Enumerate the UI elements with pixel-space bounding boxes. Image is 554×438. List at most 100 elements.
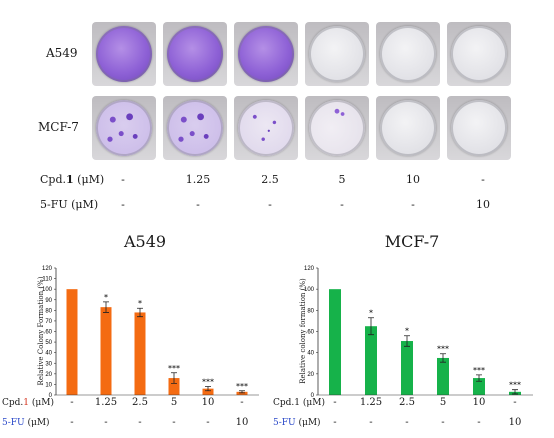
condition-value: - [121,198,125,211]
error-bar [404,335,410,347]
y-tick-label: 20 [307,372,314,378]
culture-well [92,22,156,86]
error-bar [137,307,143,318]
culture-dish [167,100,223,156]
x-row-value: - [405,417,409,428]
x-row-value: - [70,417,74,428]
culture-well [234,22,298,86]
y-tick-label: 100 [42,287,53,293]
culture-well [376,22,440,86]
x-row-value: - [477,417,481,428]
y-tick-label: 50 [45,340,52,346]
row-label-1: MCF-7 [38,120,79,134]
x-row-label: 5-FU (μM) [2,418,50,428]
condition-value: - [411,198,415,211]
y-tick-label: 20 [45,372,52,378]
condition-value: 1.25 [185,173,211,186]
x-row-value: 1.25 [94,397,118,408]
bar [66,289,78,395]
chart-title: MCF-7 [384,232,440,251]
culture-dish [96,100,152,156]
error-bar [476,374,482,382]
x-row-value: - [333,417,337,428]
condition-value: - [196,198,200,211]
condition-value: 2.5 [261,173,279,186]
x-row-value: 10 [201,397,215,408]
y-tick-label: 60 [45,330,52,336]
x-row-label: Cpd.1 (μM) [2,398,54,408]
x-row-value: 2.5 [132,397,148,408]
culture-well [305,96,369,160]
chart-title: A549 [123,232,167,251]
error-bar [205,386,211,392]
x-row-value: - [369,417,373,428]
significance-marker: * [104,293,108,302]
y-tick-label: 110 [42,277,52,283]
x-row-label: 5-FU (μM) [273,418,321,428]
x-row-value: - [70,397,74,408]
significance-marker: * [138,299,142,308]
culture-dish [451,100,507,156]
culture-well [447,96,511,160]
culture-dish [238,26,294,82]
culture-dish [167,26,223,82]
bar [168,378,180,395]
culture-dish [309,26,365,82]
condition-value: - [481,173,485,186]
bar [437,357,449,395]
culture-well [305,22,369,86]
significance-marker: *** [236,382,248,391]
x-row-value: 10 [235,417,249,428]
x-row-value: - [206,417,210,428]
bar [401,341,413,395]
y-tick-label: 60 [307,330,314,336]
significance-marker: *** [202,378,214,387]
x-row-value: - [138,417,142,428]
bar [236,391,248,395]
culture-well [376,96,440,160]
y-tick-label: 100 [304,287,315,293]
y-tick-label: 30 [45,361,52,367]
culture-well [234,96,298,160]
culture-dish [238,100,294,156]
x-row-label: Cpd.1 (μM) [273,398,325,408]
y-tick-label: 40 [45,351,52,357]
culture-dish [309,100,365,156]
y-tick-label: 80 [307,308,314,314]
culture-dish [380,100,436,156]
culture-well [447,22,511,86]
x-row-value: - [333,397,337,408]
x-row-value: - [441,417,445,428]
y-tick-label: 80 [45,308,52,314]
x-row-value: 10 [508,417,522,428]
y-tick-label: 70 [45,319,52,325]
y-tick-label: 0 [311,393,315,399]
condition-label-1: 5-FU (μM) [40,198,99,211]
y-tick-label: 120 [42,266,53,272]
bar [134,312,146,395]
x-row-value: 10 [472,397,486,408]
x-row-value: 1.25 [359,397,383,408]
significance-marker: * [369,309,373,318]
bar [473,378,485,395]
culture-dish [380,26,436,82]
error-bar [440,353,446,363]
bar [202,388,214,395]
y-tick-label: 10 [45,382,52,388]
y-tick-label: 120 [304,266,315,272]
significance-marker: *** [509,381,521,390]
significance-marker: *** [437,345,449,354]
condition-value: 10 [476,198,490,211]
condition-label-0: Cpd.1 (μM) [40,173,105,186]
bar [365,326,377,395]
y-tick-label: 40 [307,351,314,357]
bar [100,307,112,395]
error-bar [512,389,518,395]
culture-well [92,96,156,160]
significance-marker: *** [473,366,485,375]
y-tick-label: 0 [49,393,53,399]
culture-well [163,96,227,160]
culture-dish [96,26,152,82]
